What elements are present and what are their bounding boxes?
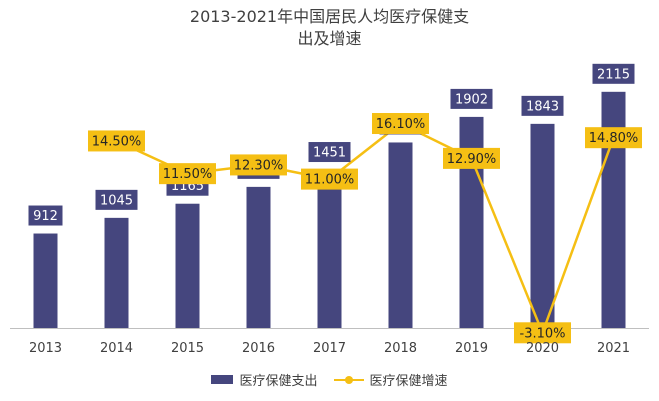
- legend: 医疗保健支出 医疗保健增速: [0, 370, 659, 389]
- bar-2015: [175, 203, 200, 328]
- x-tick-labels: 2013 2014 2015 2016 2017 2018 2019 2020 2021: [29, 341, 630, 356]
- growth-value-text: -3.10%: [520, 326, 566, 341]
- legend-item-bar: 医疗保健支出: [211, 370, 318, 389]
- bar-value-text: 912: [33, 209, 58, 224]
- bar-value-text: 1451: [313, 146, 346, 161]
- x-tick-label: 2018: [384, 341, 417, 356]
- legend-line-swatch: [333, 375, 364, 385]
- x-tick-label: 2021: [597, 341, 630, 356]
- bar-series: [33, 91, 626, 328]
- bar-value-label: 2115: [592, 63, 635, 84]
- bar-2014: [104, 217, 129, 328]
- legend-bar-label: 医疗保健支出: [239, 374, 318, 389]
- chart-title: 2013-2021年中国居民人均医疗保健支 出及增速: [0, 6, 659, 50]
- x-tick-label: 2019: [455, 341, 488, 356]
- x-tick-label: 2017: [313, 341, 346, 356]
- chart-title-line-1: 2013-2021年中国居民人均医疗保健支: [189, 7, 470, 26]
- x-tick-label: 2015: [171, 341, 204, 356]
- x-tick-label: 2014: [100, 341, 133, 356]
- chart-title-line-2: 出及增速: [297, 29, 362, 48]
- growth-value-label: 12.90%: [443, 147, 500, 169]
- bar-value-label: 1045: [95, 189, 138, 210]
- growth-value-text: 12.30%: [234, 158, 284, 173]
- growth-value-text: 11.50%: [163, 167, 213, 182]
- growth-value-label: 14.50%: [88, 130, 145, 152]
- x-tick-label: 2016: [242, 341, 275, 356]
- bar-value-text: 2115: [597, 67, 630, 82]
- growth-value-label: 11.00%: [301, 168, 358, 190]
- bar-2020: [530, 123, 555, 328]
- bar-value-label: 1843: [521, 95, 564, 116]
- bar-2016: [246, 186, 271, 328]
- growth-value-label: 12.30%: [230, 154, 287, 176]
- growth-value-text: 14.50%: [92, 134, 142, 149]
- bar-value-text: 1843: [526, 99, 559, 114]
- x-tick-label: 2013: [29, 341, 62, 356]
- growth-value-label: 14.80%: [585, 127, 642, 149]
- line-labels: 14.50% 11.50% 12.30% 11.00% 16.10% 12.90% -3.1…: [88, 113, 642, 344]
- growth-value-label: 11.50%: [159, 163, 216, 185]
- bar-value-label: 912: [28, 205, 63, 226]
- growth-value-label: 16.10%: [372, 113, 429, 135]
- legend-item-line: 医疗保健增速: [333, 370, 448, 389]
- bar-2017: [317, 170, 342, 328]
- legend-line-label: 医疗保健增速: [369, 374, 448, 389]
- growth-value-text: 16.10%: [376, 117, 426, 132]
- growth-value-label: -3.10%: [514, 322, 571, 344]
- bar-2018: [388, 142, 413, 328]
- growth-value-text: 12.90%: [447, 152, 497, 167]
- x-tick-label: 2020: [526, 341, 559, 356]
- growth-value-text: 11.00%: [305, 173, 355, 188]
- bar-value-text: 1045: [100, 193, 133, 208]
- bar-2013: [33, 233, 58, 328]
- bar-value-label: 1902: [450, 88, 493, 109]
- growth-value-text: 14.80%: [589, 131, 639, 146]
- bar-value-text: 1902: [455, 92, 488, 107]
- bar-value-label: 1451: [308, 142, 351, 163]
- legend-bar-swatch: [211, 375, 234, 384]
